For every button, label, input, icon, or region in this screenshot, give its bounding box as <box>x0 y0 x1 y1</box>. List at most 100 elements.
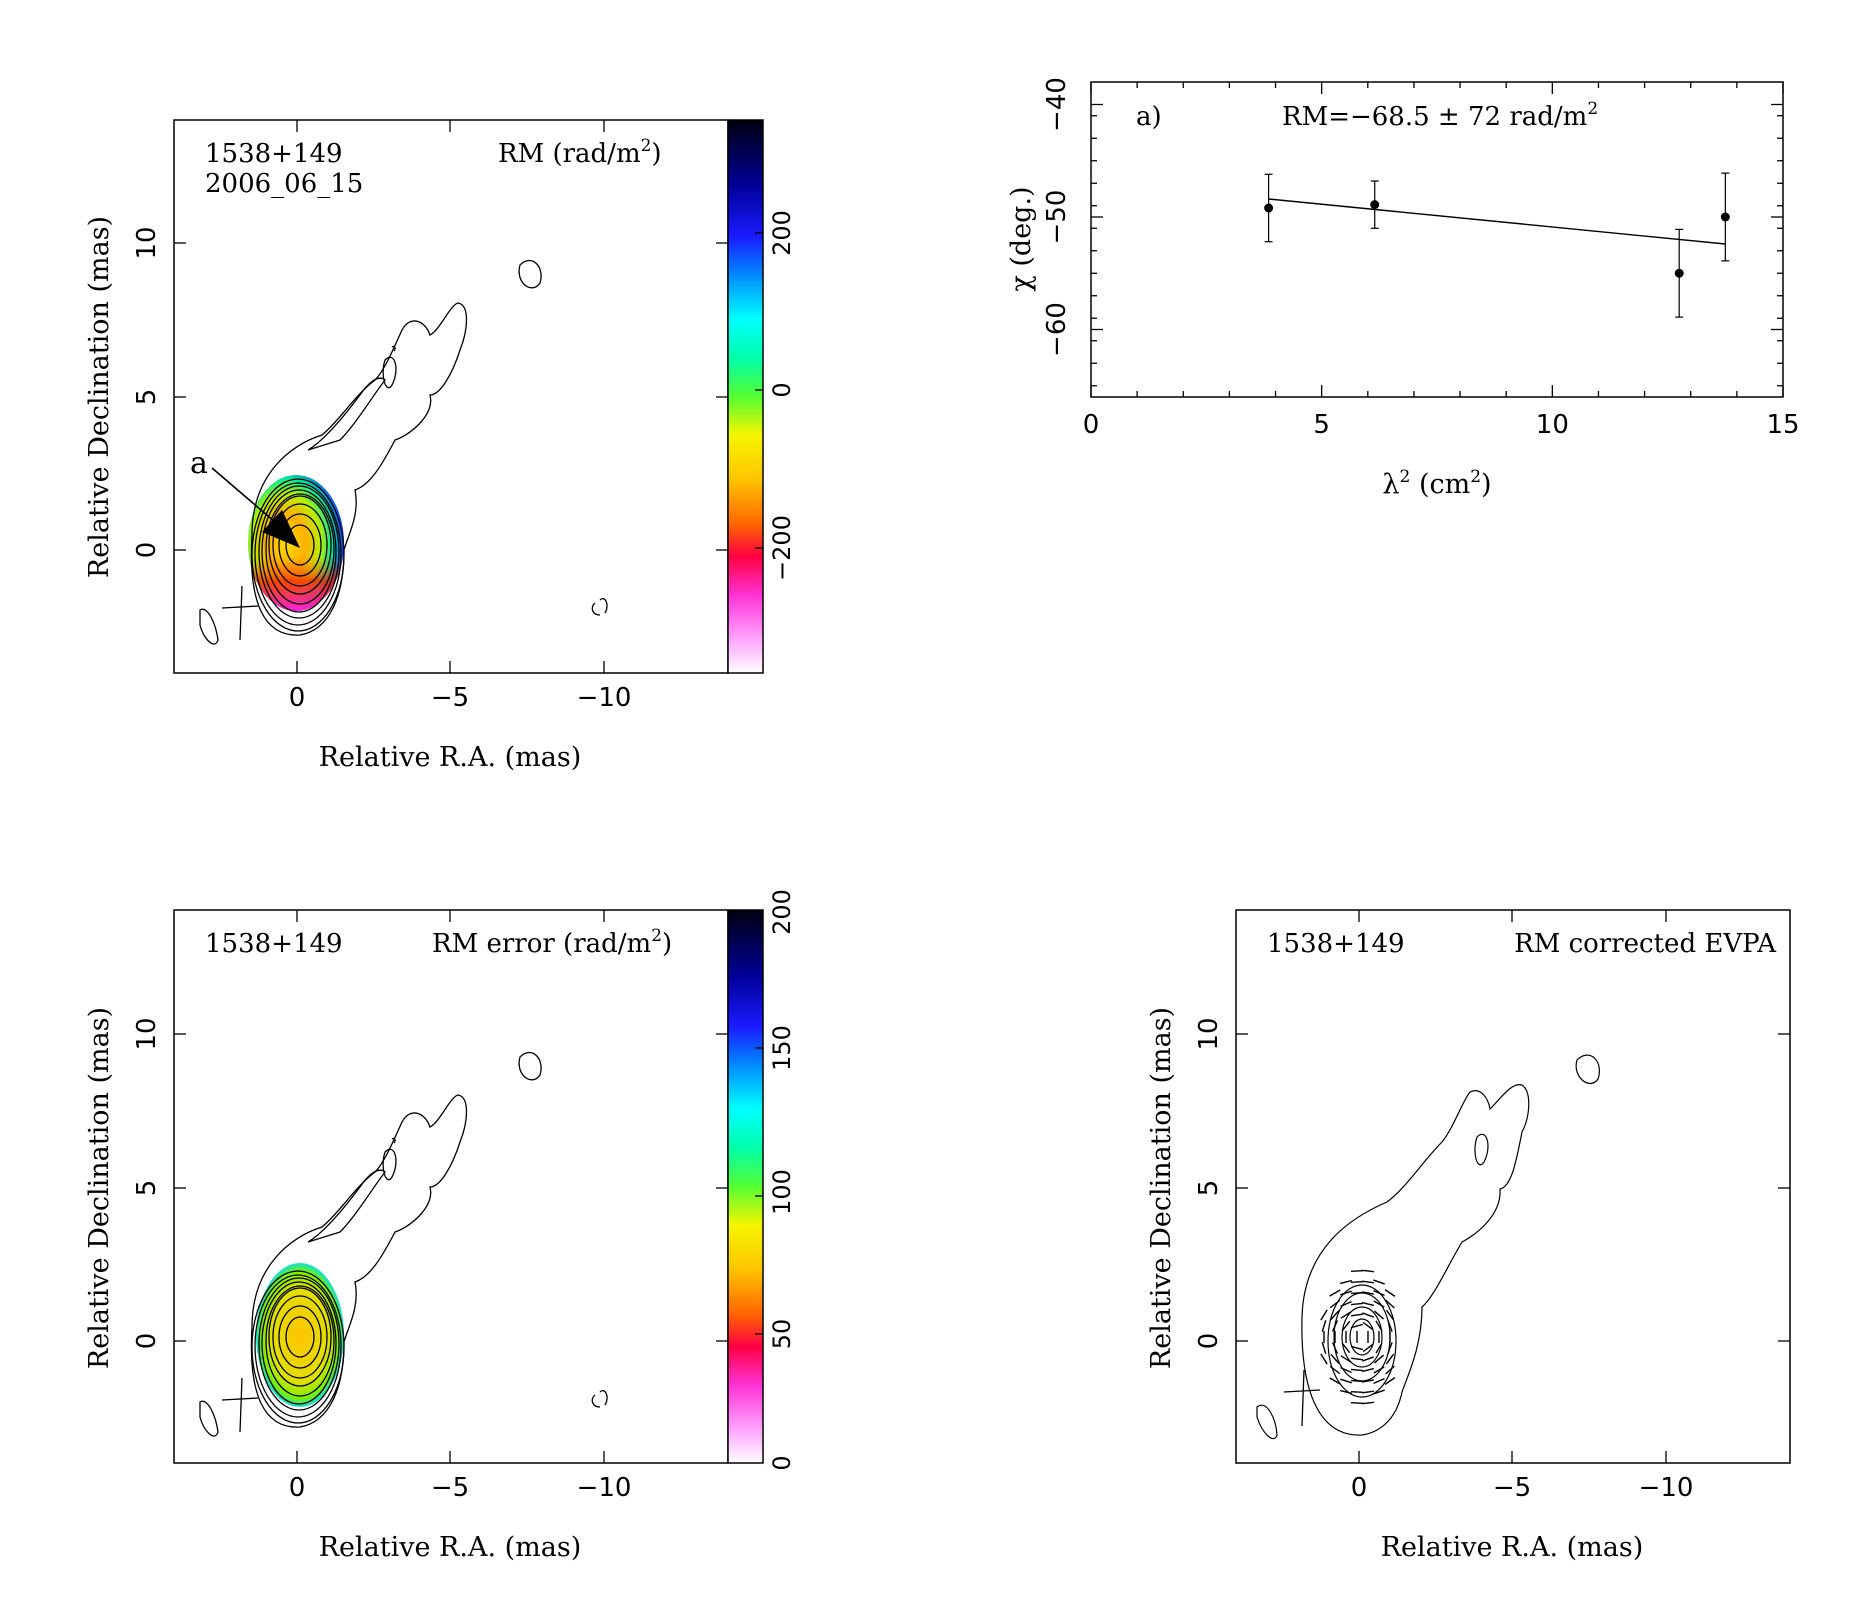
evpa-vector <box>1361 1379 1375 1383</box>
rm-error-panel: 1538+149 RM error (rad/m2) 0 50 100 150 … <box>84 889 796 1563</box>
err-ytick-10: 10 <box>132 1017 162 1050</box>
evpa-vectors <box>1320 1269 1396 1405</box>
evpa-xtick-0: 0 <box>1351 1473 1368 1503</box>
evpa-vector <box>1321 1342 1327 1354</box>
rm-xlabel: Relative R.A. (mas) <box>319 742 582 773</box>
evpa-vector <box>1362 1367 1374 1373</box>
evpa-vector <box>1350 1270 1364 1272</box>
evpa-vector <box>1320 1309 1328 1321</box>
evpa-vector <box>1330 1354 1340 1364</box>
rm-cbar-tick-neg200: −200 <box>768 515 796 581</box>
err-xlabel: Relative R.A. (mas) <box>319 1532 582 1563</box>
evpa-vector <box>1340 1378 1352 1384</box>
evpa-xlabel: Relative R.A. (mas) <box>1381 1532 1644 1563</box>
evpa-map-frame <box>1235 909 1791 1464</box>
evpa-vector <box>1361 1401 1375 1405</box>
rm-xtick-5: −5 <box>431 683 469 713</box>
rm-ytick-10: 10 <box>132 226 162 259</box>
err-cbar-tick-100: 100 <box>768 1169 796 1215</box>
evpa-vector <box>1385 1365 1395 1375</box>
evpa-vector <box>1373 1377 1385 1385</box>
evpa-vector <box>1373 1279 1385 1285</box>
rm-cbar-tick-200: 200 <box>768 210 796 256</box>
err-cbar-tick-200: 200 <box>768 889 796 935</box>
evpa-vector <box>1340 1279 1352 1285</box>
marker-arrow <box>211 467 283 529</box>
evpa-vector <box>1362 1321 1374 1331</box>
evpa-vector <box>1329 1365 1341 1375</box>
fit-xtick-label: 5 <box>1313 410 1330 440</box>
rm-fit-plot: 0 5 10 15−40−50−60 a) RM=−68.5 ± 72 rad/m2 … <box>1006 77 1800 500</box>
fit-data-marks <box>1264 172 1730 318</box>
rm-source-label: 1538+149 <box>205 139 343 169</box>
evpa-vector <box>1350 1291 1364 1295</box>
evpa-vector <box>1362 1312 1374 1318</box>
err-source-label: 1538+149 <box>205 929 343 959</box>
evpa-ytick-5: 5 <box>1194 1180 1224 1197</box>
evpa-vector <box>1350 1280 1364 1284</box>
err-axis-ticks <box>174 910 728 1463</box>
beam-cross <box>221 585 259 641</box>
evpa-vector <box>1384 1377 1396 1385</box>
err-cbar-tick-150: 150 <box>768 1025 796 1071</box>
fit-axis-ticks <box>1090 82 1784 397</box>
fit-xtick-label: 15 <box>1766 410 1799 440</box>
evpa-vector <box>1329 1289 1341 1297</box>
evpa-vector <box>1361 1291 1375 1295</box>
fit-line <box>1268 198 1726 245</box>
evpa-vector <box>1374 1310 1384 1320</box>
fit-ytick-label: −50 <box>1042 190 1072 245</box>
evpa-vector <box>1375 1342 1383 1354</box>
evpa-vector <box>1387 1320 1393 1332</box>
evpa-source-label: 1538+149 <box>1267 929 1405 959</box>
fit-ytick-label: −40 <box>1042 77 1072 132</box>
rm-ytick-0: 0 <box>132 542 162 559</box>
fit-xtick-label: 0 <box>1083 410 1100 440</box>
evpa-vector <box>1373 1300 1385 1308</box>
evpa-beam-cross <box>1283 1369 1321 1427</box>
rm-map-panel: a 1538+149 2006_06_15 RM (rad/m2) −200 0… <box>84 119 796 773</box>
evpa-vector <box>1361 1390 1375 1394</box>
rm-xtick-0: 0 <box>289 683 306 713</box>
marker-label: a <box>190 446 208 481</box>
evpa-vector <box>1351 1323 1363 1329</box>
evpa-vector <box>1340 1355 1352 1363</box>
marker-arrowhead <box>262 510 300 548</box>
evpa-ytick-0: 0 <box>1194 1333 1224 1350</box>
err-xtick-0: 0 <box>289 1473 306 1503</box>
fit-xtick-label: 10 <box>1536 410 1569 440</box>
fit-tick-labels: 0 5 10 15 −40 −50 −60 <box>1042 77 1800 440</box>
err-ytick-5: 5 <box>132 1180 162 1197</box>
fit-ytick-label: −60 <box>1042 302 1072 357</box>
evpa-vector <box>1341 1342 1351 1354</box>
evpa-vector <box>1373 1366 1385 1374</box>
evpa-vector <box>1320 1353 1328 1365</box>
fit-panel-tag: a) <box>1136 102 1162 132</box>
err-contours <box>199 1051 608 1437</box>
evpa-vector <box>1362 1343 1374 1353</box>
rm-axis-ticks <box>174 120 728 673</box>
evpa-vector <box>1340 1290 1352 1296</box>
evpa-vector <box>1331 1320 1339 1332</box>
rm-ylabel: Relative Declination (mas) <box>84 216 115 578</box>
evpa-vector <box>1340 1311 1352 1319</box>
evpa-vector <box>1350 1368 1364 1372</box>
rm-map-title: RM (rad/m2) <box>498 136 662 169</box>
err-ylabel: Relative Declination (mas) <box>84 1007 115 1369</box>
evpa-vector <box>1374 1354 1384 1364</box>
fit-ylabel: χ (deg.) <box>1006 186 1037 291</box>
evpa-vector <box>1341 1320 1351 1332</box>
err-map-title: RM error (rad/m2) <box>432 926 672 959</box>
err-ytick-0: 0 <box>132 1333 162 1350</box>
evpa-contours <box>1256 1054 1600 1440</box>
evpa-vector <box>1375 1320 1383 1332</box>
evpa-vector <box>1362 1356 1374 1362</box>
evpa-vector <box>1387 1342 1393 1354</box>
evpa-vector <box>1340 1367 1352 1373</box>
evpa-vector <box>1350 1379 1364 1383</box>
evpa-vector <box>1373 1289 1385 1297</box>
evpa-xtick-10: −10 <box>1639 1473 1694 1503</box>
rm-cbar-tick-0: 0 <box>768 382 796 397</box>
fit-data-point <box>1264 203 1274 213</box>
